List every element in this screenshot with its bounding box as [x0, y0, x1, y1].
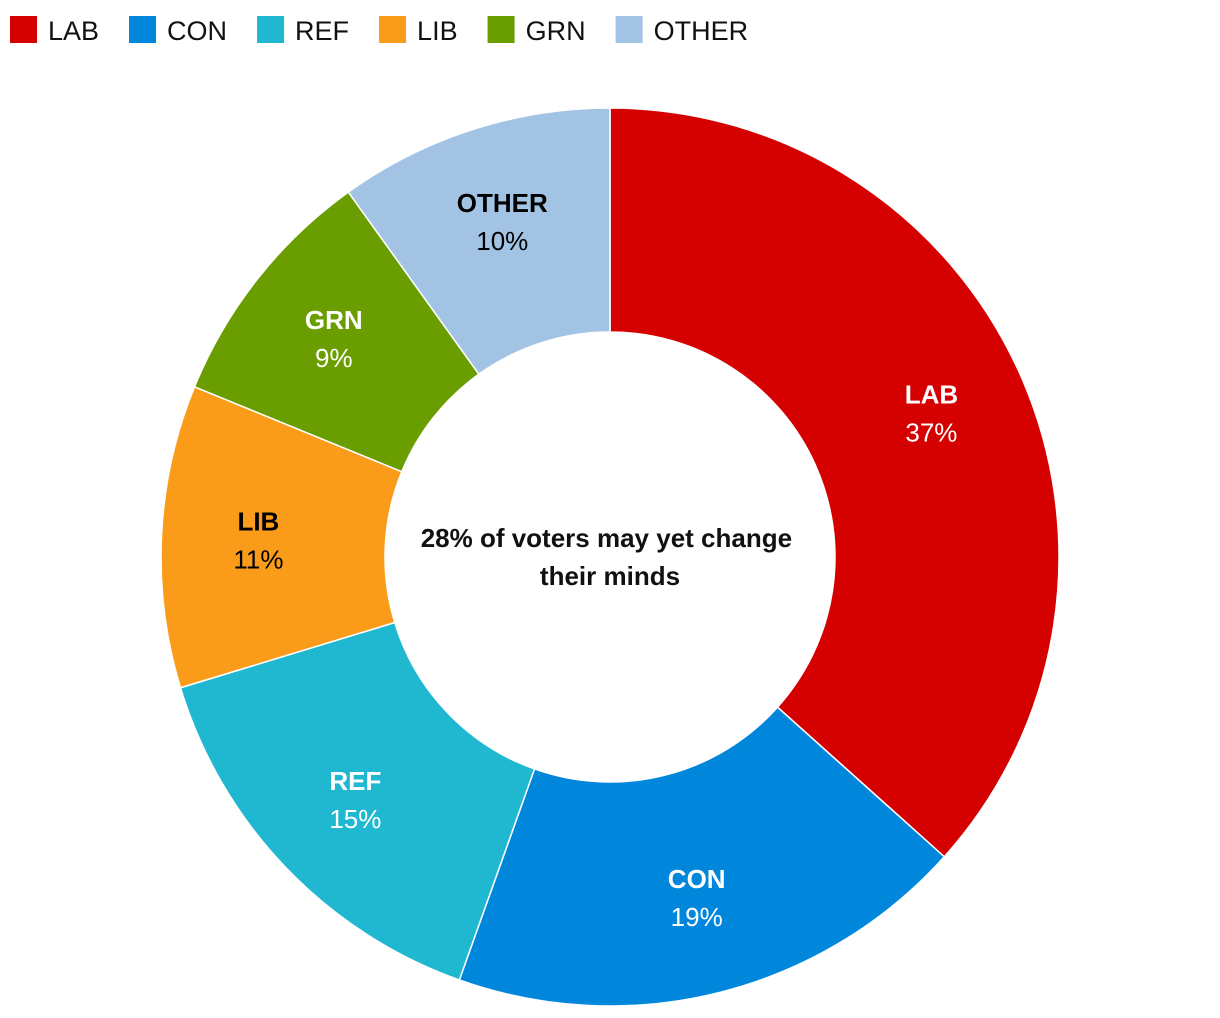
- slice-labels: LAB 37% CON 19% REF 15% LIB 11% GRN 9% OTHER 10%: [233, 188, 958, 932]
- slice-label-con: CON: [668, 864, 726, 894]
- slice-ref: [179, 621, 536, 981]
- slice-lib: [160, 385, 403, 689]
- donut-slices: [160, 107, 1060, 1007]
- slice-value-grn: 9%: [315, 343, 353, 373]
- legend-label-grn: GRN: [526, 16, 586, 46]
- slice-value-lab: 37%: [905, 417, 957, 447]
- legend-swatch-lib: [379, 16, 407, 43]
- slice-con: [458, 706, 946, 1007]
- slice-label-other: OTHER: [457, 188, 548, 218]
- slice-other: [347, 107, 611, 376]
- legend-label-ref: REF: [295, 16, 349, 46]
- legend-swatch-ref: [257, 16, 285, 43]
- slice-label-lib: LIB: [237, 507, 279, 537]
- center-label-line-2: their minds: [540, 561, 680, 591]
- legend-swatch-grn: [487, 16, 515, 43]
- slice-lab: [609, 107, 1060, 858]
- legend-label-other: OTHER: [654, 16, 749, 46]
- slice-label-ref: REF: [329, 766, 381, 796]
- legend-swatch-con: [129, 16, 157, 43]
- legend-label-lib: LIB: [417, 16, 458, 46]
- legend-label-con: CON: [167, 16, 227, 46]
- slice-label-grn: GRN: [305, 305, 363, 335]
- legend-swatch-other: [615, 16, 643, 43]
- slice-value-con: 19%: [671, 902, 723, 932]
- center-label-line-1: 28% of voters may yet change: [421, 523, 792, 553]
- legend: LAB CON REF LIB GRN OTHER: [10, 16, 748, 46]
- slice-value-lib: 11%: [233, 545, 283, 575]
- slice-label-lab: LAB: [905, 379, 958, 409]
- slice-value-ref: 15%: [329, 804, 381, 834]
- legend-label-lab: LAB: [48, 16, 99, 46]
- legend-swatch-lab: [10, 16, 37, 43]
- slice-value-other: 10%: [476, 226, 528, 256]
- center-label: 28% of voters may yet change their minds: [421, 523, 800, 591]
